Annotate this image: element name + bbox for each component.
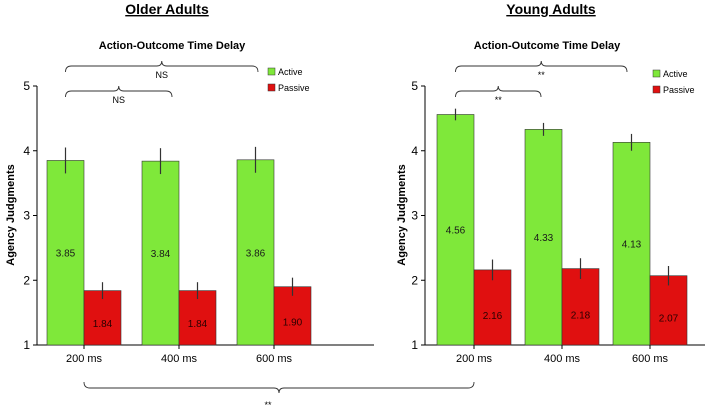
bar-active-200ms — [436, 114, 475, 346]
legend-label-active: Active — [663, 69, 688, 79]
x-tick-label: 400 ms — [161, 353, 198, 365]
bar-value-label: 3.86 — [246, 248, 266, 259]
significance-bracket — [455, 85, 542, 98]
legend-label-passive: Passive — [278, 83, 310, 93]
y-tick-label: 5 — [411, 79, 418, 93]
bar-value-label: 2.07 — [659, 313, 679, 324]
x-tick-label: 400 ms — [544, 353, 581, 365]
bar-value-label: 3.85 — [56, 249, 76, 260]
bar-passive-600ms — [649, 275, 688, 346]
y-tick-label: 5 — [23, 79, 30, 93]
bar-value-label: 3.84 — [151, 249, 171, 260]
bar-value-label: 2.16 — [483, 311, 503, 322]
significance-label: ** — [538, 70, 546, 80]
y-tick-label: 4 — [23, 144, 30, 158]
bar-passive-400ms — [178, 290, 217, 346]
panel-title-young: Young Adults — [506, 1, 596, 17]
bar-value-label: 1.90 — [283, 318, 303, 329]
x-tick-label: 200 ms — [456, 353, 493, 365]
bar-passive-200ms — [473, 269, 512, 346]
legend-label-passive: Passive — [663, 85, 695, 95]
bar-active-600ms — [236, 159, 275, 346]
panel-title-older: Older Adults — [125, 1, 209, 17]
significance-label: ** — [495, 95, 503, 105]
x-tick-label: 600 ms — [256, 353, 293, 365]
y-axis-label-young: Agency Judgments — [396, 164, 408, 265]
significance-label: NS — [112, 95, 125, 105]
significance-bracket — [65, 85, 173, 98]
y-tick-label: 2 — [23, 273, 30, 287]
bar-value-label: 4.56 — [446, 226, 466, 237]
legend-swatch-active — [652, 69, 661, 78]
panel-subtitle-older: Action-Outcome Time Delay — [99, 40, 246, 52]
y-tick-label: 4 — [411, 144, 418, 158]
bar-passive-400ms — [561, 268, 600, 346]
significance-bracket — [65, 60, 259, 73]
bar-active-600ms — [612, 142, 651, 346]
y-tick-label: 2 — [411, 273, 418, 287]
significance-label: NS — [155, 70, 168, 80]
y-tick-label: 1 — [411, 338, 418, 352]
panel-subtitle-young: Action-Outcome Time Delay — [474, 40, 621, 52]
bar-value-label: 4.13 — [622, 240, 642, 251]
y-axis-label-older: Agency Judgments — [5, 164, 17, 265]
group-comparison-label: ** — [264, 400, 272, 408]
bar-active-400ms — [141, 160, 180, 346]
bar-value-label: 4.33 — [534, 233, 554, 244]
bar-passive-600ms — [273, 286, 312, 346]
x-tick-label: 600 ms — [632, 353, 669, 365]
legend-swatch-passive — [652, 85, 661, 94]
y-tick-label: 3 — [23, 209, 30, 223]
bar-value-label: 1.84 — [93, 319, 113, 330]
bar-value-label: 1.84 — [188, 319, 208, 330]
group-comparison-bracket — [83, 381, 475, 394]
y-tick-label: 3 — [411, 209, 418, 223]
bar-active-200ms — [46, 160, 85, 346]
legend-swatch-active — [267, 67, 276, 76]
bar-active-400ms — [524, 129, 563, 346]
bar-value-label: 2.18 — [571, 310, 591, 321]
significance-bracket — [455, 60, 628, 73]
legend-swatch-passive — [267, 83, 276, 92]
legend-label-active: Active — [278, 67, 303, 77]
x-tick-label: 200 ms — [66, 353, 103, 365]
bar-passive-200ms — [83, 290, 122, 346]
y-tick-label: 1 — [23, 338, 30, 352]
